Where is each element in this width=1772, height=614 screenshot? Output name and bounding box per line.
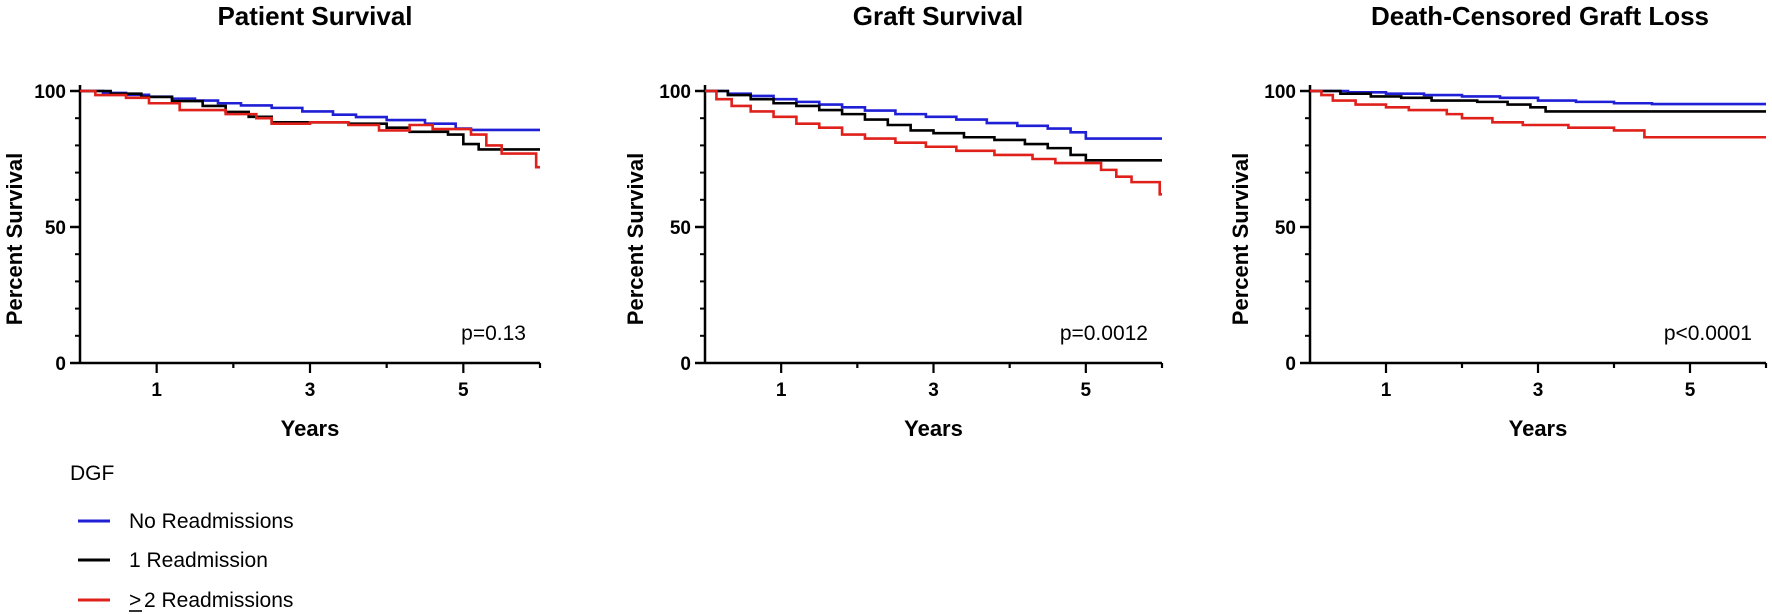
x-axis-label: Years (281, 416, 340, 441)
y-tick-label-100: 100 (34, 82, 66, 103)
x-tick-label-1: 1 (151, 380, 162, 401)
y-tick-label-100: 100 (659, 82, 691, 103)
series-line-none (1310, 89, 1766, 106)
chart-panel-patient-survival: Patient Survival 0 50 100 1 3 5 Years Percent Su… (2, 1, 542, 441)
series-line-none (705, 89, 1162, 140)
x-tick-label-5: 5 (1685, 380, 1696, 401)
series-line-two (1310, 89, 1766, 139)
p-value-annotation: p<0.0001 (1664, 322, 1752, 345)
y-tick-label-0: 0 (680, 354, 691, 375)
y-tick-label-0: 0 (1285, 354, 1296, 375)
p-value-annotation: p=0.0012 (1060, 322, 1148, 345)
x-axis-label: Years (1509, 416, 1568, 441)
series-line-one (1310, 89, 1766, 113)
x-tick-label-3: 3 (1533, 380, 1544, 401)
legend-title: DGF (70, 462, 114, 485)
x-tick-label-3: 3 (305, 380, 316, 401)
legend-label-no-readmissions: No Readmissions (129, 510, 294, 533)
chart-title-death-censored-graft-loss: Death-Censored Graft Loss (1371, 1, 1709, 31)
y-tick-label-50: 50 (670, 218, 691, 239)
chart-panel-graft-survival: Graft Survival 0 50 100 1 3 5 Years Percent Surv… (623, 1, 1164, 441)
legend: DGF No Readmissions 1 Readmission > 2 Re… (70, 462, 294, 612)
y-axis-label: Percent Survival (2, 153, 27, 325)
series-line-none (80, 89, 540, 132)
chart-title-graft-survival: Graft Survival (853, 1, 1024, 31)
p-value-annotation: p=0.13 (461, 322, 526, 345)
legend-label-2plus-readmissions: 2 Readmissions (144, 589, 293, 612)
legend-label-prefix-2plus: > (129, 589, 141, 612)
series-line-one (705, 89, 1162, 162)
y-tick-label-100: 100 (1264, 82, 1296, 103)
legend-label-1-readmission: 1 Readmission (129, 549, 268, 572)
x-tick-label-1: 1 (776, 380, 787, 401)
x-tick-label-5: 5 (458, 380, 469, 401)
chart-title-patient-survival: Patient Survival (217, 1, 412, 31)
series-line-two (705, 89, 1162, 196)
x-axis-label: Years (904, 416, 963, 441)
y-axis-label: Percent Survival (1228, 153, 1253, 325)
x-tick-label-1: 1 (1381, 380, 1392, 401)
series-line-two (80, 89, 540, 169)
x-tick-label-3: 3 (928, 380, 939, 401)
chart-panel-death-censored-graft-loss: Death-Censored Graft Loss 0 50 100 1 3 5 Years P… (1228, 1, 1768, 441)
y-tick-label-50: 50 (45, 218, 66, 239)
y-tick-label-0: 0 (55, 354, 66, 375)
x-tick-label-5: 5 (1081, 380, 1092, 401)
y-tick-label-50: 50 (1275, 218, 1296, 239)
y-axis-label: Percent Survival (623, 153, 648, 325)
